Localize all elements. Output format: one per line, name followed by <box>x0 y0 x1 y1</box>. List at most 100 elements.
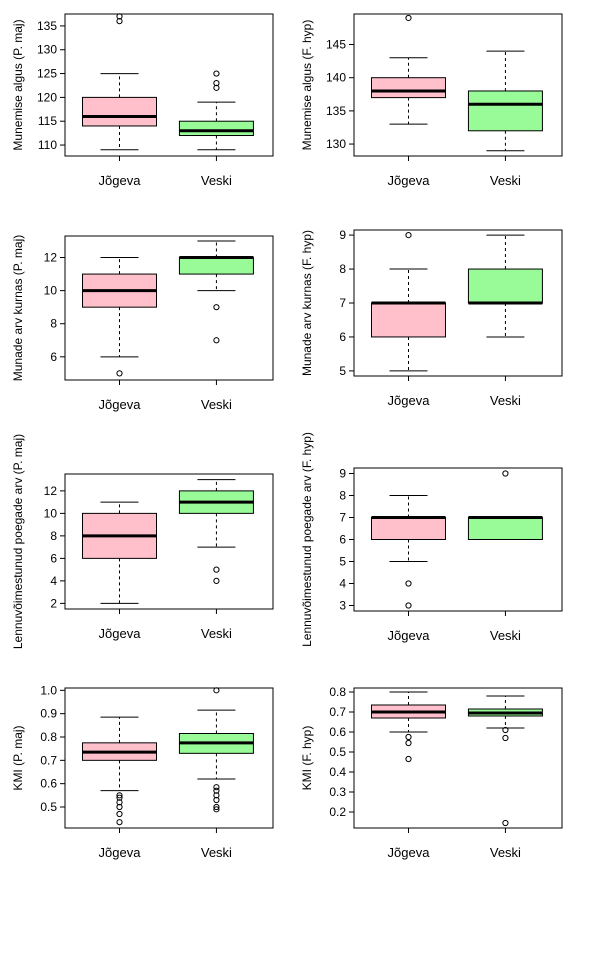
chart-panel-3: 6 8 10 12 Jõgeva Veski Munade arv kurnas (P. m… <box>11 235 274 412</box>
box-veski <box>467 470 543 540</box>
outlier-point <box>116 803 123 811</box>
y-tick-label: 0.8 <box>40 730 57 744</box>
outlier-point <box>405 755 412 763</box>
y-tick-label: 4 <box>50 574 57 588</box>
outlier-point <box>405 580 412 587</box>
y-tick-label: 9 <box>339 228 346 242</box>
y-tick-label: 0.9 <box>40 707 57 721</box>
y-tick-label: 110 <box>38 138 57 152</box>
y-axis-label: Lennuvõimestunud poegade arv (F. hyp) <box>300 432 314 647</box>
x-tick-label: Veski <box>201 173 232 188</box>
y-tick-label: 0.5 <box>329 745 346 759</box>
x-tick-label: Jõgeva <box>388 628 431 643</box>
y-tick-label: 125 <box>37 67 57 81</box>
x-tick-label: Jõgeva <box>388 845 431 860</box>
outlier-point <box>213 803 220 811</box>
x-tick-label: Veski <box>201 845 232 860</box>
outlier-point <box>405 739 412 747</box>
plot-frame <box>353 13 563 157</box>
iqr-box <box>370 302 446 338</box>
y-tick-label: 0.7 <box>40 753 57 767</box>
box-jogeva <box>370 495 446 609</box>
iqr-box <box>370 77 446 99</box>
iqr-box <box>178 257 254 275</box>
outlier-point <box>502 726 509 734</box>
y-tick-label: 4 <box>339 577 346 591</box>
box-veski <box>178 240 254 344</box>
y-tick-label: 115 <box>38 114 57 128</box>
x-tick-label: Jõgeva <box>99 845 142 860</box>
y-tick-label: 1.0 <box>40 683 57 697</box>
y-tick-label: 0.3 <box>329 785 346 799</box>
outlier-point <box>213 577 220 584</box>
chart-panel-2: 130 135 140 145 Jõgeva Veski Munemise algus (F… <box>300 13 563 188</box>
outlier-point <box>116 819 123 826</box>
y-tick-label: 0.8 <box>329 685 346 699</box>
plot-frame <box>64 235 274 381</box>
x-tick-label: Veski <box>490 393 521 408</box>
outlier-point <box>502 819 509 827</box>
y-tick-label: 135 <box>37 19 57 33</box>
y-tick-label: 6 <box>339 330 346 344</box>
outlier-point <box>213 806 220 813</box>
outlier-point <box>213 792 220 799</box>
box-veski <box>178 70 254 151</box>
iqr-box <box>467 90 543 132</box>
box-jogeva <box>81 13 157 151</box>
y-tick-label: 5 <box>339 555 346 569</box>
box-jogeva <box>81 716 157 826</box>
outlier-point <box>116 794 123 801</box>
box-veski <box>178 479 254 584</box>
outlier-point <box>405 602 412 609</box>
box-veski <box>467 234 543 338</box>
chart-panel-5: 2 4 6 8 10 12 Jõgeva Veski Lennuvõimestunud poeg… <box>11 434 274 649</box>
iqr-box <box>81 96 157 127</box>
outlier-point <box>405 733 412 741</box>
x-tick-label: Jõgeva <box>388 173 431 188</box>
outlier-point <box>213 79 220 87</box>
y-axis-label: KMI (F. hyp) <box>300 726 314 791</box>
y-axis-label: Munade arv kurnas (F. hyp) <box>300 230 314 376</box>
y-tick-label: 9 <box>339 467 346 481</box>
outlier-point <box>502 470 509 477</box>
y-axis-label: Lennuvõimestunud poegade arv (P. maj) <box>11 434 25 649</box>
outlier-point <box>502 734 509 742</box>
outlier-point <box>116 13 123 20</box>
plot-frame <box>64 687 274 829</box>
y-tick-label: 12 <box>44 251 58 265</box>
y-tick-label: 10 <box>44 284 58 298</box>
y-tick-label: 0.5 <box>40 800 57 814</box>
x-tick-label: Veski <box>201 626 232 641</box>
y-tick-label: 0.7 <box>329 705 346 719</box>
box-jogeva <box>370 231 446 372</box>
y-tick-label: 0.2 <box>329 805 346 819</box>
outlier-point <box>405 231 412 239</box>
x-tick-label: Jõgeva <box>388 393 431 408</box>
iqr-box <box>178 120 254 137</box>
x-tick-label: Veski <box>490 173 521 188</box>
y-tick-label: 12 <box>44 484 58 498</box>
plot-frame <box>64 13 274 157</box>
outlier-point <box>405 14 412 22</box>
y-tick-label: 0.6 <box>329 725 346 739</box>
y-tick-label: 6 <box>339 533 346 547</box>
y-tick-label: 130 <box>37 43 57 57</box>
y-tick-label: 8 <box>50 529 57 543</box>
y-tick-label: 145 <box>326 38 346 52</box>
chart-panel-1: 110 115 120 125 130 135 Jõgeva Veski Munemise al… <box>11 13 274 188</box>
plot-frame <box>353 687 563 829</box>
y-tick-label: 6 <box>50 350 57 364</box>
y-axis-label: Munade arv kurnas (P. maj) <box>11 235 25 382</box>
chart-panel-4: 5 6 7 8 9 Jõgeva Veski Munade arv kurnas (F. hy… <box>300 228 563 408</box>
x-tick-label: Veski <box>490 628 521 643</box>
y-tick-label: 0.6 <box>40 777 57 791</box>
y-tick-label: 135 <box>326 104 346 118</box>
iqr-box <box>370 517 446 540</box>
outlier-point <box>213 787 220 794</box>
box-jogeva <box>370 691 446 763</box>
x-tick-label: Jõgeva <box>99 397 142 412</box>
x-tick-label: Jõgeva <box>99 173 142 188</box>
outlier-point <box>116 810 123 818</box>
iqr-box <box>467 268 543 304</box>
y-tick-label: 130 <box>326 137 346 151</box>
